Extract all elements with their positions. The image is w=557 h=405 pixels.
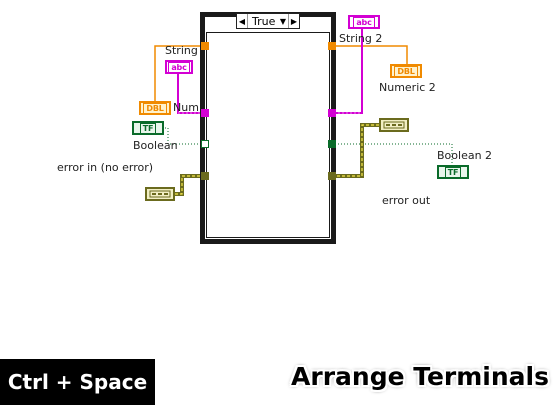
tunnel-numeric-right[interactable] bbox=[328, 42, 336, 50]
numeric-control-terminal[interactable]: DBL bbox=[139, 101, 171, 115]
boolean-indicator-terminal[interactable]: TF bbox=[437, 165, 469, 179]
numeric-indicator-terminal[interactable]: DBL bbox=[390, 64, 422, 78]
cluster-icon bbox=[383, 121, 405, 129]
boolean-label: Boolean bbox=[133, 139, 178, 152]
tunnel-error-right[interactable] bbox=[328, 172, 336, 180]
tunnel-string-left[interactable] bbox=[201, 109, 209, 117]
error-out-label: error out bbox=[382, 194, 431, 207]
boolean2-label: Boolean 2 bbox=[437, 149, 493, 162]
string-indicator-terminal[interactable]: abc bbox=[348, 15, 380, 29]
boolean-terminal-glyph: TF bbox=[139, 122, 157, 134]
selector-dropdown-icon[interactable]: ▼ bbox=[279, 16, 287, 26]
tunnel-numeric-left[interactable] bbox=[201, 42, 209, 50]
tunnel-string-right[interactable] bbox=[328, 109, 336, 117]
tunnel-boolean-left[interactable] bbox=[201, 140, 209, 148]
selector-next-arrow[interactable]: ▶ bbox=[288, 14, 299, 28]
tunnel-boolean-right[interactable] bbox=[328, 140, 336, 148]
error-in-cluster-terminal[interactable] bbox=[145, 187, 175, 201]
string-control-terminal[interactable]: abc bbox=[165, 60, 193, 74]
shortcut-badge: Ctrl + Space bbox=[0, 359, 155, 405]
error-in-label: error in (no error) bbox=[57, 161, 154, 174]
case-selector[interactable]: ◀ True ▼ ▶ bbox=[236, 13, 300, 29]
selector-prev-arrow[interactable]: ◀ bbox=[237, 14, 248, 28]
selector-value: True bbox=[252, 14, 276, 28]
boolean-control-terminal[interactable]: TF bbox=[132, 121, 164, 135]
string2-terminal-glyph: abc bbox=[353, 16, 375, 28]
cluster-icon bbox=[149, 190, 171, 198]
tunnel-error-left[interactable] bbox=[201, 172, 209, 180]
string2-label: String 2 bbox=[339, 32, 383, 45]
string-terminal-glyph: abc bbox=[168, 61, 190, 73]
action-caption: Arrange Terminals bbox=[291, 362, 549, 391]
string-label: String bbox=[165, 44, 198, 57]
numeric2-terminal-glyph: DBL bbox=[394, 65, 418, 77]
case-structure-inner[interactable] bbox=[206, 32, 330, 238]
numeric2-label: Numeric 2 bbox=[379, 81, 436, 94]
numeric-label: Num bbox=[173, 101, 199, 114]
boolean2-terminal-glyph: TF bbox=[444, 166, 462, 178]
error-out-cluster-terminal[interactable] bbox=[379, 118, 409, 132]
numeric-terminal-glyph: DBL bbox=[143, 102, 167, 114]
